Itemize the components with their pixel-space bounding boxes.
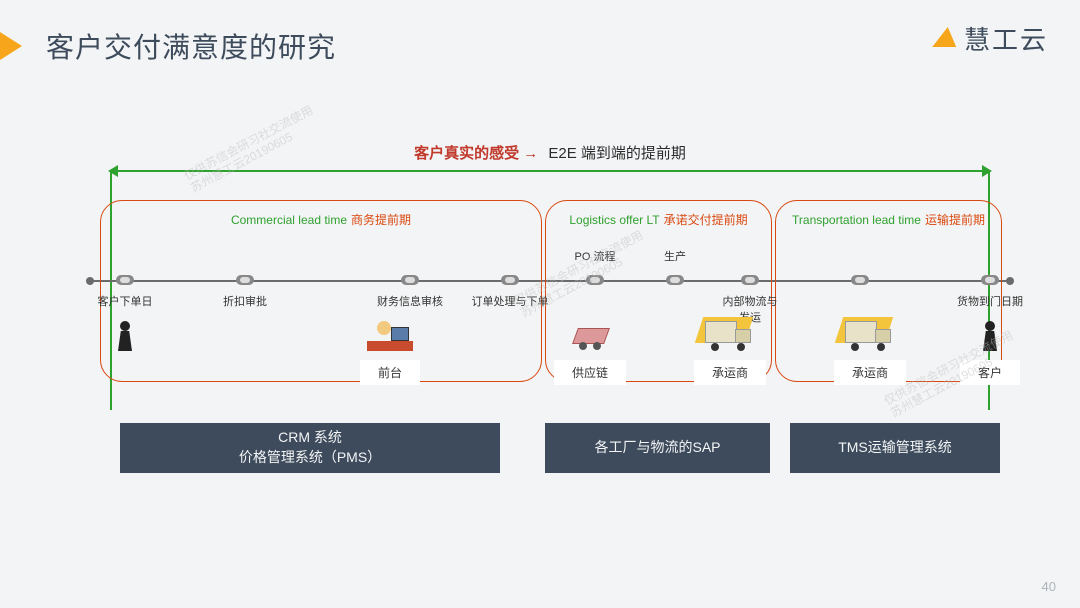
role-icon-desk-1: [360, 315, 420, 357]
top-caption-red: 客户真实的感受 →: [414, 145, 538, 162]
system-box-1: 各工厂与物流的SAP: [545, 423, 770, 473]
timeline-node-7: [851, 275, 869, 285]
phase-group-0: Commercial lead time商务提前期: [100, 200, 542, 382]
timeline-node-label-0: 客户下单日: [98, 293, 153, 309]
timeline-end-right: [1006, 277, 1014, 285]
timeline-node-2: [401, 275, 419, 285]
timeline-node-label-8: 货物到门日期: [957, 293, 1023, 309]
timeline-node-8: [981, 275, 999, 285]
phase-group-label-0: Commercial lead time商务提前期: [101, 211, 541, 228]
timeline-node-1: [236, 275, 254, 285]
title-bar: 客户交付满意度的研究: [0, 26, 336, 66]
system-box-0: CRM 系统价格管理系统（PMS）: [120, 423, 500, 473]
e2e-span-arrow: [110, 170, 990, 172]
timeline-node-label-3: 订单处理与下单: [472, 293, 549, 309]
title-accent-triangle: [0, 32, 22, 60]
role-icon-person-5: [960, 315, 1020, 357]
phase-group-label-1: Logistics offer LT承诺交付提前期: [546, 211, 771, 228]
timeline-end-left: [86, 277, 94, 285]
top-caption-black: E2E 端到端的提前期: [548, 145, 686, 162]
brand-mark-icon: [934, 27, 958, 51]
timeline-node-sublabel-5: 生产: [664, 248, 686, 264]
timeline-node-0: [116, 275, 134, 285]
brand-text: 慧工云: [964, 20, 1048, 57]
system-box-2: TMS运输管理系统: [790, 423, 1000, 473]
timeline-node-4: [586, 275, 604, 285]
role-icon-truck-4: [840, 315, 900, 357]
role-icon-truck-3: [700, 315, 760, 357]
role-label-4: 承运商: [834, 360, 906, 385]
page-title: 客户交付满意度的研究: [46, 26, 336, 66]
timeline-node-label-1: 折扣审批: [223, 293, 267, 309]
timeline-node-5: [666, 275, 684, 285]
page-number: 40: [1042, 579, 1056, 594]
timeline-node-6: [741, 275, 759, 285]
diagram-stage: 客户真实的感受 → E2E 端到端的提前期 Commercial lead ti…: [90, 130, 1010, 510]
top-caption: 客户真实的感受 → E2E 端到端的提前期: [90, 142, 1010, 163]
role-label-1: 前台: [360, 360, 420, 385]
timeline-node-label-2: 财务信息审核: [377, 293, 443, 309]
timeline-node-sublabel-4: PO 流程: [575, 248, 616, 264]
role-label-5: 客户: [960, 360, 1020, 385]
phase-group-label-2: Transportation lead time运输提前期: [776, 211, 1001, 228]
role-label-2: 供应链: [554, 360, 626, 385]
role-icon-person-0: [95, 315, 155, 357]
timeline-node-3: [501, 275, 519, 285]
brand-logo: 慧工云: [934, 20, 1048, 57]
role-icon-cart-2: [560, 315, 620, 357]
role-label-3: 承运商: [694, 360, 766, 385]
